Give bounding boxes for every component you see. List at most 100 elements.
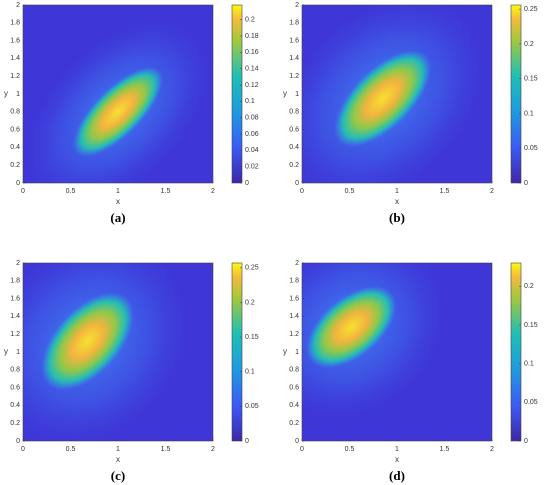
x-axis-title: x <box>116 197 120 206</box>
x-tick-label: 1.5 <box>161 188 171 195</box>
colorbar-tick-label: 0.25 <box>524 6 538 13</box>
colorbar-tick-label: 0 <box>245 438 249 445</box>
colorbar-tick-label: 0.1 <box>245 98 255 105</box>
x-tick-label: 2 <box>490 446 494 453</box>
y-tick-label: 2 <box>16 260 20 267</box>
heatmap-peak <box>41 292 134 391</box>
x-tick-label: 2 <box>211 188 215 195</box>
colorbar-tick-label: 0.12 <box>245 82 259 89</box>
caption: (c) <box>111 468 125 483</box>
y-tick-label: 1.6 <box>289 295 299 302</box>
colorbar-tick-label: 0 <box>245 180 249 187</box>
x-tick-label: 1 <box>116 446 120 453</box>
x-tick-label: 1 <box>395 446 399 453</box>
colorbar-tick-label: 0.1 <box>245 369 255 376</box>
colorbar <box>231 4 243 184</box>
y-tick-label: 1.8 <box>10 20 20 27</box>
heatmap <box>23 5 213 183</box>
colorbar-tick-label: 0.05 <box>524 145 538 152</box>
x-tick-label: 0.5 <box>345 446 355 453</box>
x-tick-label: 0 <box>21 446 25 453</box>
y-axis-title: y <box>4 89 8 98</box>
y-tick-label: 1.2 <box>10 73 20 80</box>
heatmap-peak <box>334 50 432 147</box>
y-tick-label: 0.8 <box>289 367 299 374</box>
x-axis-title: x <box>395 455 399 464</box>
y-tick-label: 0.8 <box>10 367 20 374</box>
y-tick-label: 1.2 <box>289 331 299 338</box>
y-tick-label: 0 <box>16 180 20 187</box>
caption: (a) <box>110 210 125 225</box>
y-tick-label: 0.2 <box>10 420 20 427</box>
colorbar-tick-label: 0.02 <box>245 164 259 171</box>
x-axis-title: x <box>116 455 120 464</box>
y-tick-label: 1 <box>16 349 20 356</box>
y-tick-label: 0.2 <box>10 162 20 169</box>
caption: (b) <box>389 210 405 225</box>
y-tick-label: 1 <box>295 349 299 356</box>
x-tick-label: 0.5 <box>345 188 355 195</box>
colorbar-tick-label: 0.16 <box>245 49 259 56</box>
y-tick-label: 1 <box>16 91 20 98</box>
colorbar-tick-label: 0.06 <box>245 131 259 138</box>
y-tick-label: 2 <box>295 260 299 267</box>
colorbar-tick-label: 0.1 <box>524 110 534 117</box>
y-tick-label: 0.2 <box>289 420 299 427</box>
x-tick-label: 0.5 <box>66 188 76 195</box>
x-tick-label: 0 <box>21 188 25 195</box>
colorbar-tick-label: 0.2 <box>245 17 255 24</box>
y-tick-label: 1.8 <box>289 20 299 27</box>
x-tick-label: 1 <box>116 188 120 195</box>
colorbar-tick-label: 0 <box>524 180 528 187</box>
y-tick-label: 0.6 <box>289 126 299 133</box>
y-axis-title: y <box>4 347 8 356</box>
colorbar-tick-label: 0 <box>524 438 528 445</box>
y-tick-label: 1.6 <box>289 37 299 44</box>
y-tick-label: 1.6 <box>10 37 20 44</box>
y-tick-label: 1.4 <box>289 55 299 62</box>
colorbar-tick-label: 0.2 <box>245 299 255 306</box>
y-tick-label: 2 <box>295 2 299 9</box>
y-tick-label: 0 <box>16 438 20 445</box>
y-tick-label: 0.8 <box>289 109 299 116</box>
y-axis-title: y <box>283 347 287 356</box>
x-tick-label: 1.5 <box>161 446 171 453</box>
y-tick-label: 1.8 <box>10 278 20 285</box>
caption: (d) <box>389 468 405 483</box>
colorbar-tick-label: 0.2 <box>524 41 534 48</box>
x-tick-label: 2 <box>211 446 215 453</box>
x-tick-label: 1 <box>395 188 399 195</box>
y-tick-label: 0.6 <box>289 384 299 391</box>
y-tick-label: 1.8 <box>289 278 299 285</box>
y-tick-label: 0.4 <box>10 402 20 409</box>
y-tick-label: 1.2 <box>10 331 20 338</box>
x-axis-title: x <box>395 197 399 206</box>
colorbar <box>510 262 522 442</box>
colorbar-tick-label: 0.14 <box>245 66 259 73</box>
heatmap <box>302 5 492 183</box>
heatmap <box>23 263 213 441</box>
y-tick-label: 1.4 <box>289 313 299 320</box>
colorbar-tick-label: 0.18 <box>245 33 259 40</box>
y-tick-label: 1 <box>295 91 299 98</box>
y-tick-label: 1.4 <box>10 313 20 320</box>
colorbar-tick-label: 0.05 <box>524 399 538 406</box>
y-tick-label: 0.4 <box>289 144 299 151</box>
colorbar-tick-label: 0.25 <box>245 265 259 272</box>
colorbar-tick-label: 0.04 <box>245 147 259 154</box>
colorbar-tick-label: 0.08 <box>245 115 259 122</box>
x-tick-label: 0 <box>300 446 304 453</box>
x-tick-label: 0.5 <box>66 446 76 453</box>
y-tick-label: 0.6 <box>10 384 20 391</box>
colorbar-tick-label: 0.2 <box>524 283 534 290</box>
y-tick-label: 0 <box>295 438 299 445</box>
heatmap-peak <box>306 286 397 369</box>
x-tick-label: 0 <box>300 188 304 195</box>
y-tick-label: 1.2 <box>289 73 299 80</box>
colorbar-tick-label: 0.15 <box>245 334 259 341</box>
heatmap-peak <box>73 66 163 157</box>
x-tick-label: 1.5 <box>440 446 450 453</box>
y-tick-label: 0 <box>295 180 299 187</box>
y-tick-label: 1.6 <box>10 295 20 302</box>
